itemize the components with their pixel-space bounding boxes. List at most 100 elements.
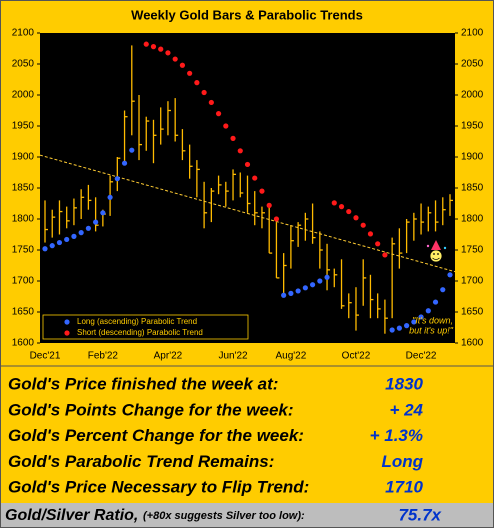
- parabolic-dot: [259, 188, 265, 194]
- parabolic-dot: [201, 89, 207, 96]
- y-tick-label: 1850: [12, 183, 35, 194]
- y2-tick-label: 1700: [461, 276, 484, 287]
- y2-tick-label: 1750: [461, 245, 484, 256]
- parabolic-dot: [237, 148, 243, 154]
- y-tick-label: 1600: [12, 338, 35, 349]
- parabolic-dot: [158, 46, 164, 52]
- parabolic-dot: [273, 216, 280, 222]
- y2-tick-label: 2100: [461, 28, 484, 39]
- y-tick-label: 1950: [12, 121, 35, 132]
- parabolic-dot: [338, 204, 345, 210]
- x-tick-label: Feb'22: [88, 351, 119, 362]
- parabolic-dot: [411, 319, 417, 325]
- row-value: 1710: [385, 478, 423, 497]
- y2-tick-label: 1600: [461, 338, 484, 349]
- y2-tick-label: 1950: [461, 121, 484, 132]
- y-tick-label: 1800: [12, 214, 35, 225]
- legend: Long (ascending) Parabolic Trend Short (d…: [42, 314, 249, 340]
- ratio-label: Gold/Silver Ratio,: [5, 507, 138, 524]
- ratio-band: [0, 503, 494, 528]
- y-tick-label: 2000: [12, 90, 35, 101]
- y-tick-label: 2050: [12, 59, 35, 70]
- parabolic-dot: [187, 70, 193, 76]
- row-label: Gold's Points Change for the week:: [8, 400, 294, 419]
- parabolic-dot: [447, 272, 453, 278]
- parabolic-dot: [375, 241, 381, 247]
- parabolic-dot: [432, 299, 439, 305]
- ratio-value: 75.7x: [398, 505, 442, 524]
- parabolic-dot: [440, 287, 446, 293]
- parabolic-dot: [56, 239, 63, 246]
- legend-label: Long (ascending) Parabolic Trend: [77, 317, 197, 326]
- parabolic-dot: [42, 246, 48, 252]
- parabolic-dot: [143, 41, 149, 47]
- parabolic-dot: [93, 219, 99, 225]
- parabolic-dot: [179, 62, 186, 68]
- smiley-icon: [426, 240, 447, 263]
- y2-tick-label: 2050: [461, 59, 484, 70]
- y-tick-label: 1650: [12, 307, 35, 318]
- parabolic-dot: [324, 274, 330, 280]
- chart-title: Weekly Gold Bars & Parabolic Trends: [131, 7, 363, 22]
- parabolic-dot: [165, 50, 171, 56]
- parabolic-dot: [121, 160, 128, 166]
- parabolic-dot: [100, 210, 106, 216]
- y-tick-label: 2100: [12, 28, 35, 39]
- y2-tick-label: 1850: [461, 183, 484, 194]
- row-value: Long: [381, 452, 423, 471]
- parabolic-dot: [244, 161, 251, 168]
- parabolic-dot: [353, 215, 359, 221]
- annotation: but it's up!": [409, 325, 454, 335]
- parabolic-dot: [64, 236, 70, 243]
- row-value: 1830: [385, 374, 423, 393]
- parabolic-dot: [302, 285, 308, 291]
- row-label: Gold's Price finished the week at:: [8, 374, 278, 393]
- parabolic-dot: [266, 202, 272, 208]
- parabolic-dot: [215, 111, 222, 117]
- parabolic-dot: [389, 327, 395, 333]
- row-label: Gold's Percent Change for the week:: [8, 426, 304, 445]
- row-value: + 24: [389, 400, 423, 419]
- parabolic-dot: [425, 308, 431, 314]
- parabolic-dot: [230, 135, 236, 141]
- y2-tick-label: 1800: [461, 214, 484, 225]
- ratio-note: (+80x suggests Silver too low):: [143, 510, 305, 522]
- row-label: Gold's Parabolic Trend Remains:: [8, 452, 274, 471]
- annotation: "It's down,: [412, 315, 453, 325]
- chart: 1600 1600 1650 1650 1700 1700 1750 1750 1800 1800…: [12, 28, 484, 362]
- parabolic-dot: [396, 325, 402, 331]
- row-value: + 1.3%: [370, 426, 423, 445]
- y2-tick-label: 1650: [461, 307, 484, 318]
- x-tick-label: Apr'22: [154, 351, 183, 362]
- legend-label: Short (descending) Parabolic Trend: [77, 328, 203, 337]
- parabolic-dot: [172, 56, 178, 62]
- parabolic-dot: [85, 225, 91, 231]
- x-tick-label: Dec'21: [30, 351, 61, 362]
- parabolic-dot: [346, 208, 352, 215]
- parabolic-dot: [404, 323, 410, 329]
- x-tick-label: Jun'22: [218, 351, 248, 362]
- parabolic-dot: [360, 222, 366, 228]
- parabolic-dot: [194, 80, 200, 86]
- y-tick-label: 1700: [12, 276, 35, 287]
- parabolic-dot: [418, 314, 424, 320]
- parabolic-dot: [252, 175, 258, 181]
- x-tick-label: Oct'22: [342, 351, 371, 362]
- parabolic-dot: [223, 123, 229, 129]
- parabolic-dot: [150, 44, 157, 50]
- y-tick-label: 1900: [12, 152, 35, 163]
- legend-box: [42, 314, 249, 340]
- y2-tick-label: 2000: [461, 90, 484, 101]
- legend-marker: [64, 330, 70, 336]
- parabolic-dot: [382, 252, 388, 258]
- parabolic-dot: [71, 233, 77, 239]
- parabolic-dot: [295, 288, 301, 294]
- summary-table: Gold's Price finished the week at: 1830 Go…: [8, 374, 424, 496]
- legend-marker: [64, 319, 70, 325]
- trend-line: [39, 154, 456, 273]
- row-label: Gold's Price Necessary to Flip Trend:: [8, 478, 309, 497]
- x-tick-label: Dec'22: [406, 351, 437, 362]
- parabolic-dot: [49, 243, 55, 249]
- parabolic-dot: [331, 200, 337, 206]
